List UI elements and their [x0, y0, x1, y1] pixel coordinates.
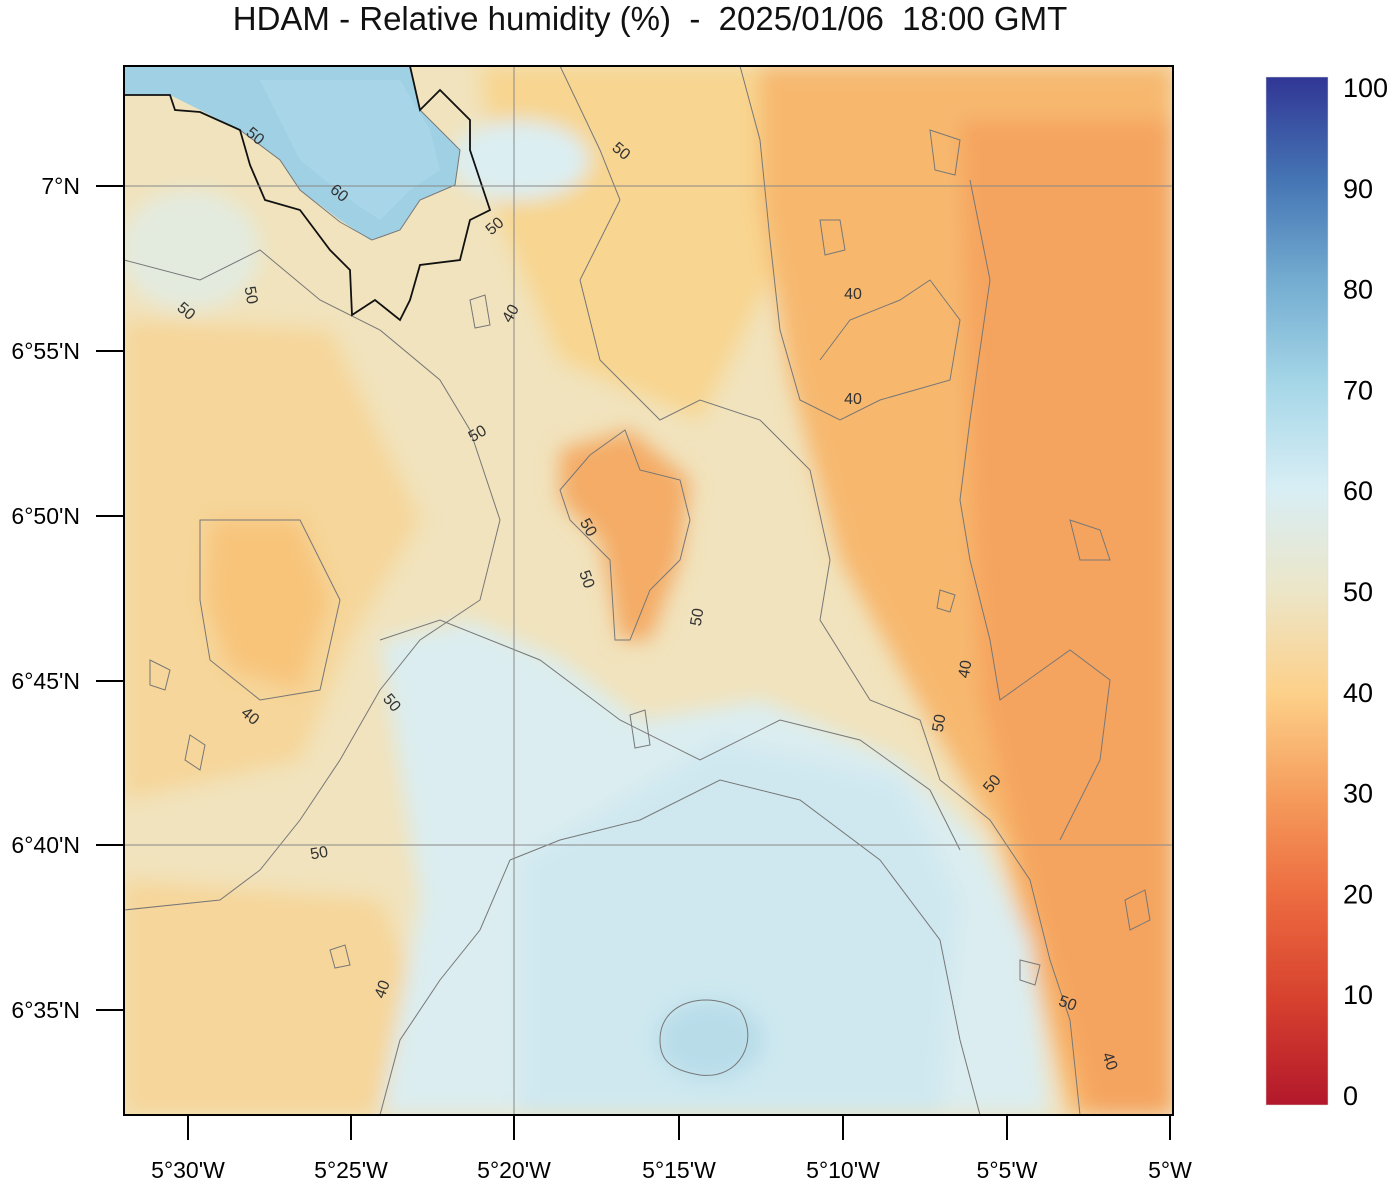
lat-label: 6°45'N — [11, 668, 80, 694]
colorbar-tick-label: 90 — [1343, 174, 1373, 204]
lat-label: 6°40'N — [11, 832, 80, 858]
contour-label: 40 — [956, 659, 976, 680]
contour-label: 50 — [1056, 993, 1079, 1015]
contour-label: 50 — [575, 568, 597, 591]
contour-label: 50 — [576, 516, 600, 540]
lat-label: 6°50'N — [11, 503, 80, 529]
lon-label: 5°15'W — [642, 1157, 716, 1181]
lon-label: 5°5'W — [977, 1157, 1038, 1181]
contour-label: 50 — [466, 422, 490, 446]
contour-label: 40 — [844, 391, 862, 408]
lat-label: 7°N — [41, 173, 80, 199]
lon-label: 5°W — [1148, 1157, 1192, 1181]
colorbar-tick-label: 80 — [1343, 275, 1373, 305]
contour-label: 40 — [499, 302, 523, 326]
contour-label: 50 — [309, 844, 330, 864]
lon-label: 5°25'W — [314, 1157, 388, 1181]
colorbar-tick-label: 0 — [1343, 1081, 1358, 1111]
contour-label: 40 — [844, 286, 862, 303]
lat-label: 6°55'N — [11, 338, 80, 364]
colorbar-tick-label: 50 — [1343, 577, 1373, 607]
lat-label: 6°35'N — [11, 997, 80, 1023]
colorbar-tick-label: 70 — [1343, 375, 1373, 405]
map-title: HDAM - Relative humidity (%) - 2025/01/0… — [232, 0, 1068, 37]
contour-label: 50 — [241, 285, 261, 306]
contour-label: 50 — [930, 713, 950, 734]
lon-label: 5°30'W — [151, 1157, 225, 1181]
contour-label: 40 — [1098, 1050, 1120, 1073]
longitude-axis: 5°30'W 5°25'W 5°20'W 5°15'W 5°10'W 5°5'W 5°W — [151, 1115, 1192, 1181]
contour-label: 40 — [372, 978, 394, 1001]
colorbar-tick-label: 10 — [1343, 980, 1373, 1010]
lon-label: 5°10'W — [806, 1157, 880, 1181]
colorbar-gradient — [1266, 77, 1328, 1105]
colorbar-tick-label: 40 — [1343, 678, 1373, 708]
colorbar-tick-label: 20 — [1343, 879, 1373, 909]
latitude-axis: 7°N 6°55'N 6°50'N 6°45'N 6°40'N 6°35'N — [11, 173, 124, 1023]
contour-label: 50 — [688, 607, 708, 628]
colorbar-tick-label: 100 — [1343, 73, 1388, 103]
map-frame — [123, 65, 1174, 1116]
colorbar-tick-label: 60 — [1343, 476, 1373, 506]
lon-label: 5°20'W — [477, 1157, 551, 1181]
colorbar-tick-label: 30 — [1343, 779, 1373, 809]
